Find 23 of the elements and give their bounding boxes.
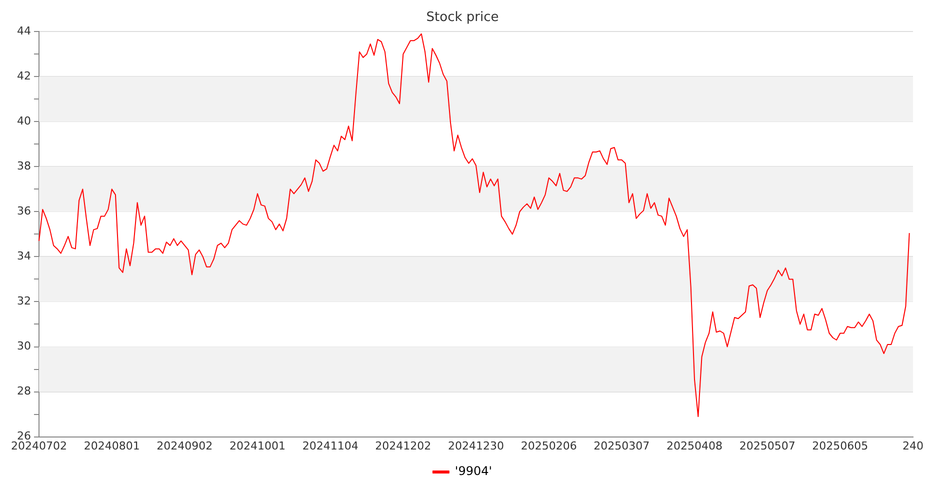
y-tick-label: 34 — [16, 250, 31, 263]
x-tick-label: 20250605 — [812, 439, 868, 452]
x-tick-label: 20241104 — [302, 439, 358, 452]
y-tick-label: 36 — [16, 204, 31, 218]
x-tick-label: 20240801 — [84, 439, 140, 452]
x-tick-label: 20241202 — [375, 439, 432, 452]
chart-title: Stock price — [426, 10, 499, 26]
x-tick-label: 20250307 — [594, 439, 650, 452]
x-tick-label: 20241001 — [229, 439, 286, 452]
y-tick-label: 32 — [16, 294, 31, 308]
x-tick-label: 20250507 — [739, 439, 796, 452]
x-tick-label: 20250408 — [666, 439, 722, 452]
x-tick-label: 20250206 — [520, 439, 577, 452]
legend-label: '9904' — [454, 464, 492, 478]
x-tick-label: 20241230 — [448, 439, 504, 452]
x-tick-label: 240 — [902, 439, 924, 452]
y-tick-label: 30 — [16, 340, 31, 353]
x-tick-label: 20240902 — [156, 439, 213, 452]
y-tick-label: 28 — [16, 384, 31, 398]
y-tick-label: 42 — [16, 69, 31, 82]
y-tick-label: 38 — [16, 160, 31, 173]
y-tick-label: 44 — [16, 24, 31, 38]
y-tick-label: 40 — [16, 114, 31, 128]
